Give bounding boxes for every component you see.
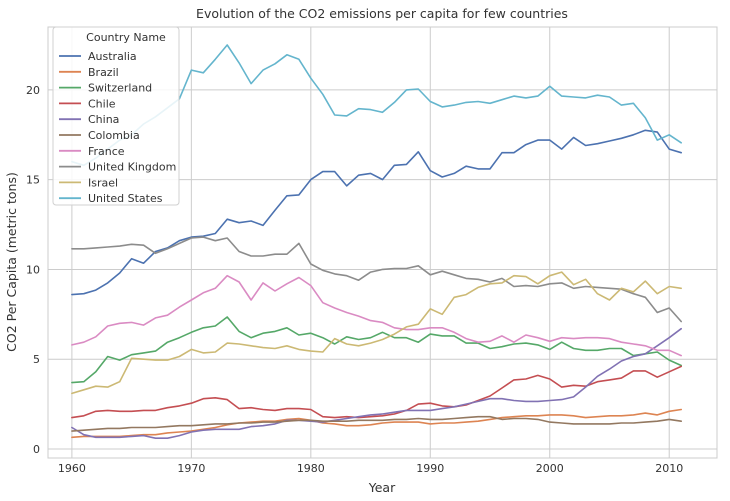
x-tick-labels: 1960 1970 1980 1990 2000 2010 xyxy=(58,462,683,475)
y-tick-label: 10 xyxy=(26,263,40,276)
x-tick-label: 2000 xyxy=(536,462,564,475)
x-tick-label: 2010 xyxy=(655,462,683,475)
y-tick-label: 5 xyxy=(33,353,40,366)
series-line xyxy=(71,274,683,357)
legend-label: China xyxy=(88,113,119,126)
series-line xyxy=(71,415,683,432)
y-tick-label: 0 xyxy=(33,443,40,456)
legend-label: Brazil xyxy=(88,66,119,79)
plot-frame xyxy=(47,26,718,459)
x-tick-label: 1960 xyxy=(58,462,86,475)
legend-label: Switzerland xyxy=(88,82,152,95)
y-tick-labels: 0 5 10 15 20 xyxy=(26,84,40,456)
legend-item: Chile xyxy=(59,97,116,110)
legend-item: United Kingdom xyxy=(59,161,176,174)
legend-title: Country Name xyxy=(86,31,166,44)
x-tick-label: 1990 xyxy=(416,462,444,475)
x-tick-label: 1980 xyxy=(297,462,325,475)
series-line xyxy=(71,271,683,395)
legend-items: Australia Brazil Switzerland Chile China Colo… xyxy=(59,50,176,205)
series-line xyxy=(71,408,683,439)
legend-label: United States xyxy=(88,192,163,205)
series-line xyxy=(71,129,683,296)
legend-label: France xyxy=(88,145,125,158)
y-tick-label: 20 xyxy=(26,84,40,97)
series-line xyxy=(71,316,683,384)
legend-item: Australia xyxy=(59,50,137,63)
legend-label: Colombia xyxy=(88,129,140,142)
legend: Country Name Australia Brazil Switzerland C… xyxy=(52,26,180,206)
legend-item: Brazil xyxy=(59,66,119,79)
legend-item: Switzerland xyxy=(59,82,152,95)
legend-item: Colombia xyxy=(59,129,140,142)
series-line xyxy=(71,236,683,323)
x-axis-label: Year xyxy=(368,480,396,495)
y-axis-label: CO2 Per Capita (metric tons) xyxy=(4,172,19,352)
legend-item: United States xyxy=(59,192,163,205)
legend-label: Israel xyxy=(88,176,118,189)
chart-title: Evolution of the CO2 emissions per capit… xyxy=(196,6,568,21)
legend-label: Chile xyxy=(88,97,116,110)
series-line xyxy=(71,365,683,419)
legend-box xyxy=(52,26,180,206)
legend-label: United Kingdom xyxy=(88,161,176,174)
legend-label: Australia xyxy=(88,50,137,63)
series-line xyxy=(71,327,683,440)
y-tick-label: 15 xyxy=(26,174,40,187)
legend-item: China xyxy=(59,113,119,126)
legend-item: Israel xyxy=(59,176,118,189)
x-tick-label: 1970 xyxy=(177,462,205,475)
legend-item: France xyxy=(59,145,125,158)
